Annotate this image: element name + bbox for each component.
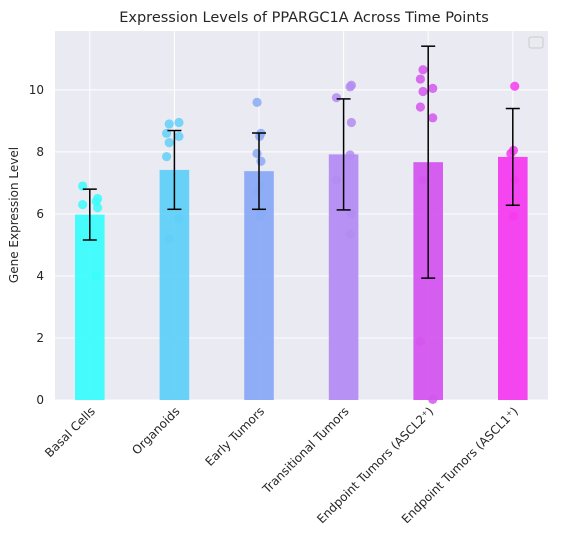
data-point [418,65,428,75]
data-point [255,212,265,222]
data-point [174,131,184,142]
data-point [345,150,355,160]
data-point [510,81,520,91]
data-point [428,113,438,123]
data-point [428,394,438,404]
x-tick-label: Basal Cells [42,404,98,460]
data-point [162,151,172,162]
data-point [510,175,520,185]
y-tick-label: 4 [36,269,44,283]
data-point [164,234,174,244]
y-tick-label: 6 [36,207,44,221]
data-point [331,175,342,185]
y-tick-labels: 0 2 4 6 8 10 [29,83,44,407]
data-point [418,86,428,97]
data-point [415,102,425,112]
data-point [345,82,355,92]
bars [75,154,528,400]
x-tick-label: Early Tumors [202,404,267,469]
data-point [415,74,425,84]
data-point [345,229,355,239]
data-point [164,119,174,129]
error-bars [82,45,520,279]
y-tick-label: 8 [36,145,44,159]
data-point [508,211,519,222]
data-point [78,181,88,191]
bar [75,214,105,400]
data-point [78,200,88,210]
legend-box [528,36,544,49]
data-point [252,97,262,107]
data-point [331,93,342,103]
x-tick-label: Organoids [129,404,182,457]
x-tick-labels: Basal Cells Organoids Early TumorsTransiti… [42,404,521,526]
data-points [78,65,520,404]
data-point [506,148,516,159]
chart-title: Expression Levels of PPARGC1A Across Tim… [119,10,489,26]
y-tick-label: 10 [29,83,44,97]
data-point [174,117,184,128]
data-point [252,187,262,197]
data-point [91,271,101,281]
data-point [164,138,174,148]
y-tick-label: 0 [36,393,44,407]
data-point [418,175,428,185]
data-point [346,117,356,128]
x-tick-label: Transitional Tumors [259,404,352,497]
data-point [93,203,103,213]
y-axis-label: Gene Expression Level [7,147,21,283]
data-point [415,336,425,346]
data-point [256,156,266,166]
data-point [174,214,184,224]
data-point [346,209,356,219]
y-tick-label: 2 [36,331,44,345]
data-point [428,83,438,93]
plot-area [55,31,548,400]
